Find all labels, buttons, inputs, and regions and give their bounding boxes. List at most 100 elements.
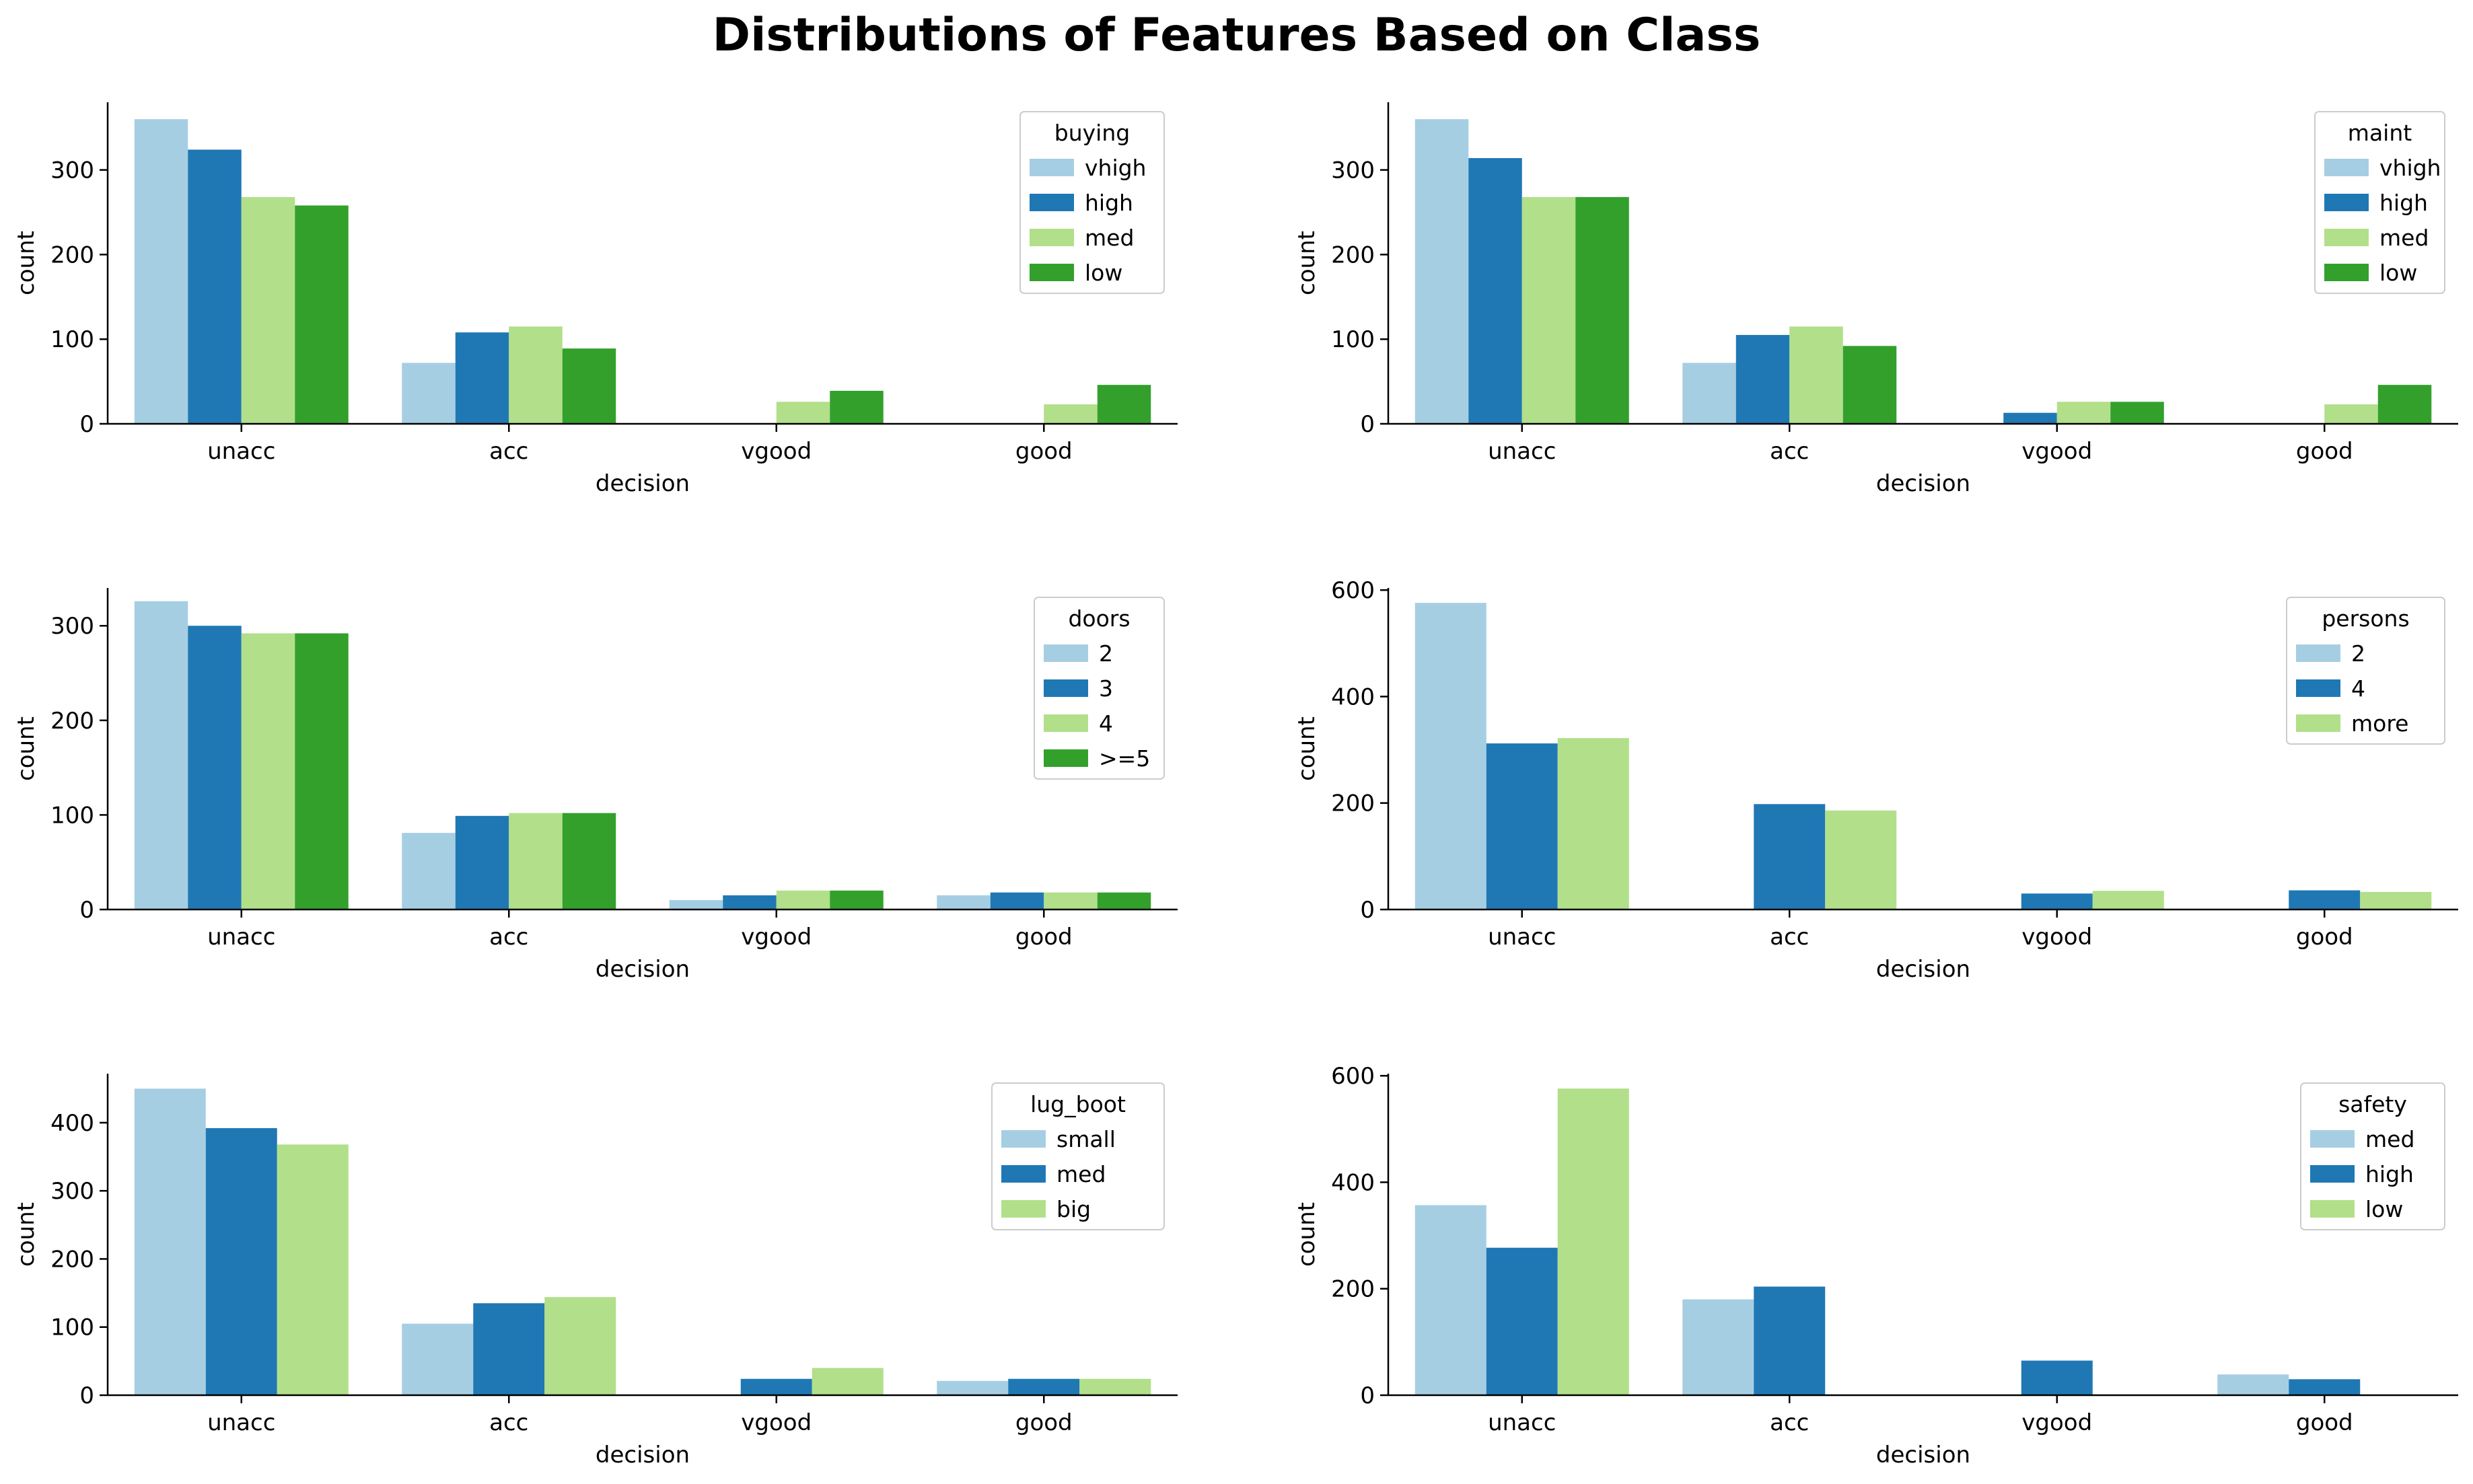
bar-doors-2-good [937,895,991,910]
x-tick-label: good [2296,438,2353,465]
legend-swatch [1030,264,1074,281]
x-axis-label: decision [596,470,690,497]
legend-title: maint [2348,120,2412,146]
bar-lug_boot-small-unacc [134,1088,206,1395]
y-tick-label: 0 [79,411,94,438]
y-axis-label: count [13,231,40,295]
x-tick-label: good [2296,924,2353,951]
bar-lug_boot-big-vgood [812,1368,884,1395]
legend-entry-label: med [1085,225,1134,251]
bar-persons-more-acc [1825,810,1897,910]
legend-entry-label: small [1056,1126,1116,1152]
bar-doors-3-good [990,892,1044,910]
y-tick-label: 0 [1360,411,1375,438]
legend-swatch [1030,194,1074,211]
bar-lug_boot-small-good [937,1380,1009,1395]
bar-persons-4-acc [1754,804,1826,910]
x-tick-label: acc [1770,1409,1809,1436]
y-axis-label: count [13,1202,40,1267]
y-tick-label: 600 [1331,1063,1375,1090]
legend-swatch [2296,644,2340,662]
x-tick-label: unacc [1488,438,1556,465]
x-tick-label: vgood [2021,1409,2092,1436]
bar-lug_boot-med-acc [473,1303,545,1395]
x-tick-label: unacc [207,438,275,465]
y-tick-label: 400 [50,1110,94,1137]
legend-frame [1034,597,1165,780]
bar-maint-low-good [2377,385,2432,424]
legend-swatch [1044,714,1088,732]
y-tick-label: 200 [1331,1276,1375,1303]
bar-lug_boot-med-vgood [740,1378,812,1395]
legend-title: doors [1068,605,1130,632]
x-tick-label: acc [489,924,528,951]
bar-maint-high-vgood [2003,412,2057,424]
legend-swatch [2324,194,2369,211]
bar-maint-med-vgood [2056,402,2111,424]
y-tick-label: 0 [79,1382,94,1409]
bar-doors-4-good [1044,892,1098,910]
legend-entry-label: high [1085,190,1133,216]
legend-swatch [1044,749,1088,767]
legend-swatch [2324,264,2369,281]
legend-swatch [1001,1200,1046,1218]
bar-safety-high-vgood [2021,1360,2093,1395]
y-tick-label: 300 [50,613,94,640]
bar-safety-med-unacc [1414,1205,1486,1395]
bar-lug_boot-big-unacc [277,1144,349,1395]
x-tick-label: acc [489,438,528,465]
figure-title: Distributions of Features Based on Class [712,9,1761,62]
bar-persons-more-good [2360,891,2432,910]
y-tick-label: 200 [1331,242,1375,268]
x-tick-label: unacc [207,1409,275,1436]
bar-lug_boot-big-acc [544,1297,616,1395]
legend-entry-label: 3 [1099,675,1113,702]
bar-persons-more-vgood [2092,891,2164,910]
legend-swatch [1030,159,1074,176]
subplot-doors: 0 100 200 300 unacc acc vgood good decision count… [13,588,1178,983]
bar-maint-med-unacc [1521,196,1576,424]
legend-swatch [2310,1130,2355,1148]
subplot-lug_boot: 0 100 200 300 400 unacc acc vgood good decision co… [13,1074,1178,1469]
bar-buying-high-acc [455,332,509,424]
legend-entry-label: big [1056,1196,1091,1222]
legend-swatch [1001,1165,1046,1183]
x-axis-label: decision [596,1442,690,1469]
y-tick-label: 0 [1360,1382,1375,1409]
y-tick-label: 100 [50,326,94,353]
legend-entry-label: vhigh [1085,155,1146,181]
legend: safety med high low [2300,1082,2445,1230]
bar-maint-high-unacc [1468,158,1522,424]
y-tick-label: 300 [50,157,94,184]
x-tick-label: vgood [741,924,812,951]
x-tick-label: unacc [1488,924,1556,951]
y-axis-label: count [1293,1202,1320,1267]
bar-doors-2-unacc [134,601,188,910]
y-tick-label: 200 [1331,790,1375,817]
legend-title: buying [1054,120,1130,146]
bar-safety-high-good [2289,1379,2361,1395]
bar-safety-high-unacc [1486,1247,1558,1395]
bar-maint-low-vgood [2110,402,2164,424]
legend-swatch [2296,714,2340,732]
bar-doors->=5-acc [562,813,616,910]
y-tick-label: 300 [1331,157,1375,184]
legend-title: safety [2338,1091,2407,1117]
x-tick-label: good [1015,1409,1073,1436]
y-tick-label: 600 [1331,577,1375,604]
legend-swatch [2296,679,2340,697]
bar-buying-vhigh-unacc [134,119,188,424]
x-tick-label: good [1015,438,1073,465]
bar-safety-high-acc [1754,1286,1826,1395]
legend-entry-label: 2 [1099,640,1113,667]
y-tick-label: 200 [50,1246,94,1273]
bar-buying-high-unacc [188,149,242,424]
bar-buying-med-acc [509,326,563,424]
x-tick-label: vgood [741,438,812,465]
legend-entry-label: more [2351,710,2408,737]
y-tick-label: 100 [1331,326,1375,353]
legend-entry-label: med [2379,225,2429,251]
y-tick-label: 0 [79,897,94,924]
legend: doors 2 3 4 >=5 [1034,597,1165,780]
